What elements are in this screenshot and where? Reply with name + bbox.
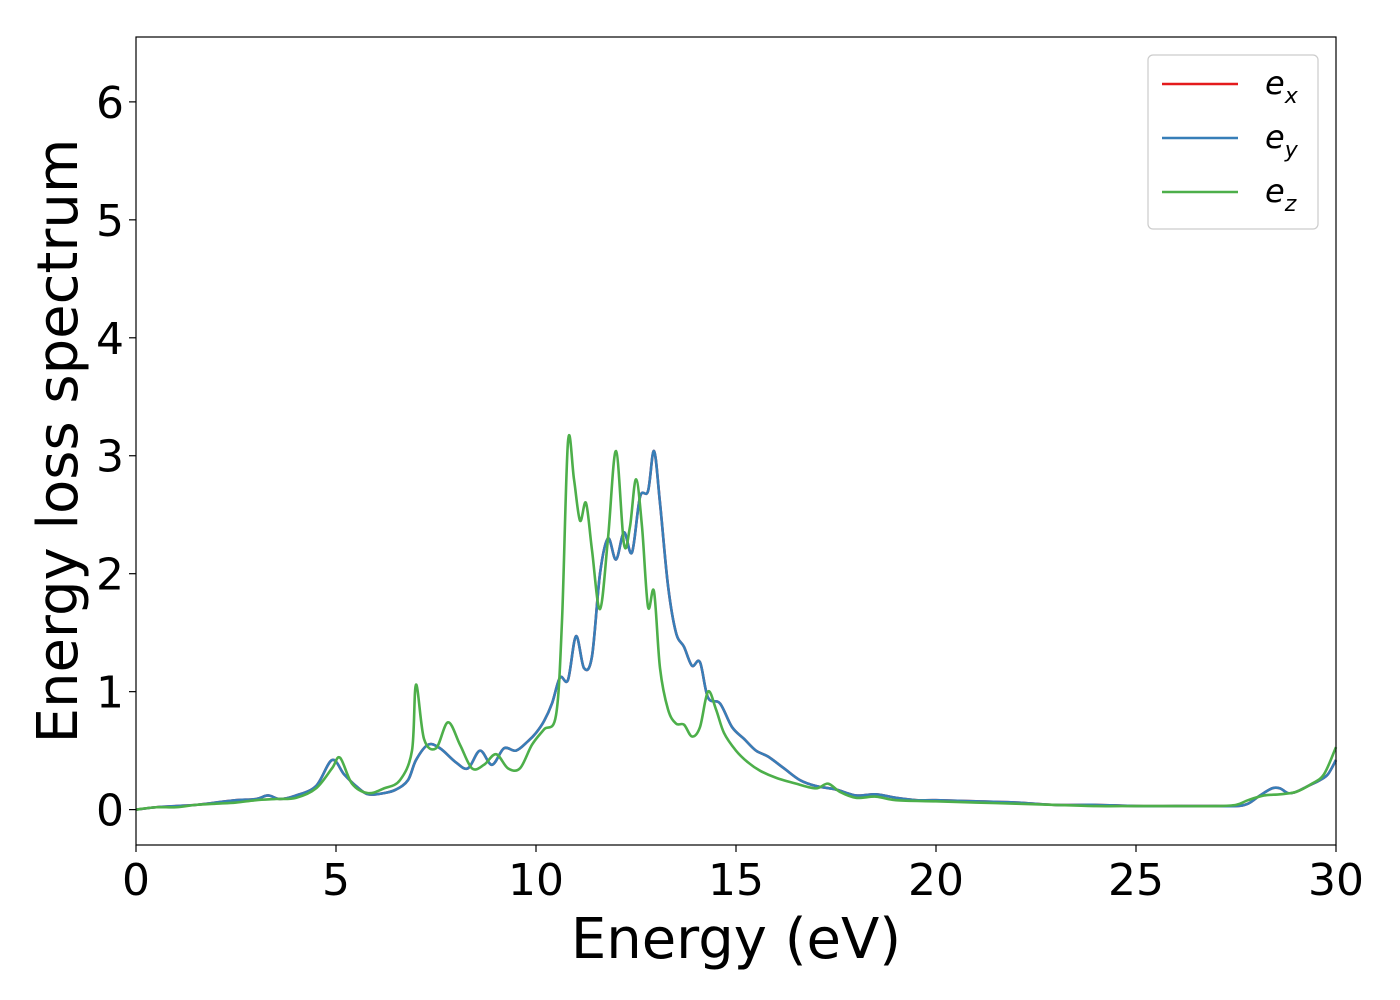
- x-tick-label: 10: [508, 855, 564, 906]
- y-tick-label: 2: [96, 550, 124, 601]
- y-tick-label: 5: [96, 196, 124, 247]
- x-tick-label: 20: [908, 855, 964, 906]
- legend-box: [1147, 54, 1319, 230]
- y-tick-label: 6: [96, 78, 124, 129]
- series-line-y: [135, 449, 1338, 811]
- x-tick-label: 15: [708, 855, 764, 906]
- legend-label-x: ex: [1265, 64, 1299, 109]
- y-axis-ticks: 0 1 2 3 4 5 6: [96, 78, 136, 837]
- y-tick-label: 1: [96, 668, 124, 719]
- legend-label-y: ey: [1265, 118, 1299, 163]
- x-tick-label: 30: [1308, 855, 1364, 906]
- series-line-z: [135, 433, 1338, 811]
- x-tick-label: 0: [122, 855, 150, 906]
- x-tick-label: 25: [1108, 855, 1164, 906]
- legend: ex ey ez: [1147, 54, 1319, 230]
- y-tick-label: 0: [96, 786, 124, 837]
- x-axis-label: Energy (eV): [571, 907, 901, 972]
- x-axis-ticks: 0 5 10 15 20 25 30: [122, 845, 1364, 906]
- x-tick-label: 5: [322, 855, 350, 906]
- y-tick-label: 4: [96, 314, 124, 365]
- y-tick-label: 3: [96, 432, 124, 483]
- legend-label-z: ez: [1265, 172, 1297, 217]
- plot-lines: [135, 433, 1338, 811]
- series-line-x: [135, 449, 1338, 811]
- y-axis-label: Energy loss spectrum: [26, 139, 91, 744]
